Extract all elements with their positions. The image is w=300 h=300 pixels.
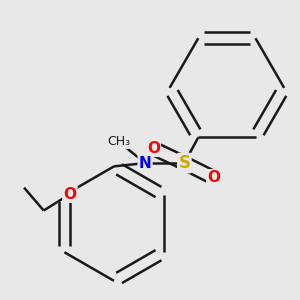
Text: O: O (147, 141, 160, 156)
Text: CH₃: CH₃ (107, 135, 130, 148)
Text: S: S (178, 154, 190, 172)
Text: N: N (139, 156, 152, 171)
Text: O: O (63, 187, 76, 202)
Text: O: O (207, 170, 220, 185)
